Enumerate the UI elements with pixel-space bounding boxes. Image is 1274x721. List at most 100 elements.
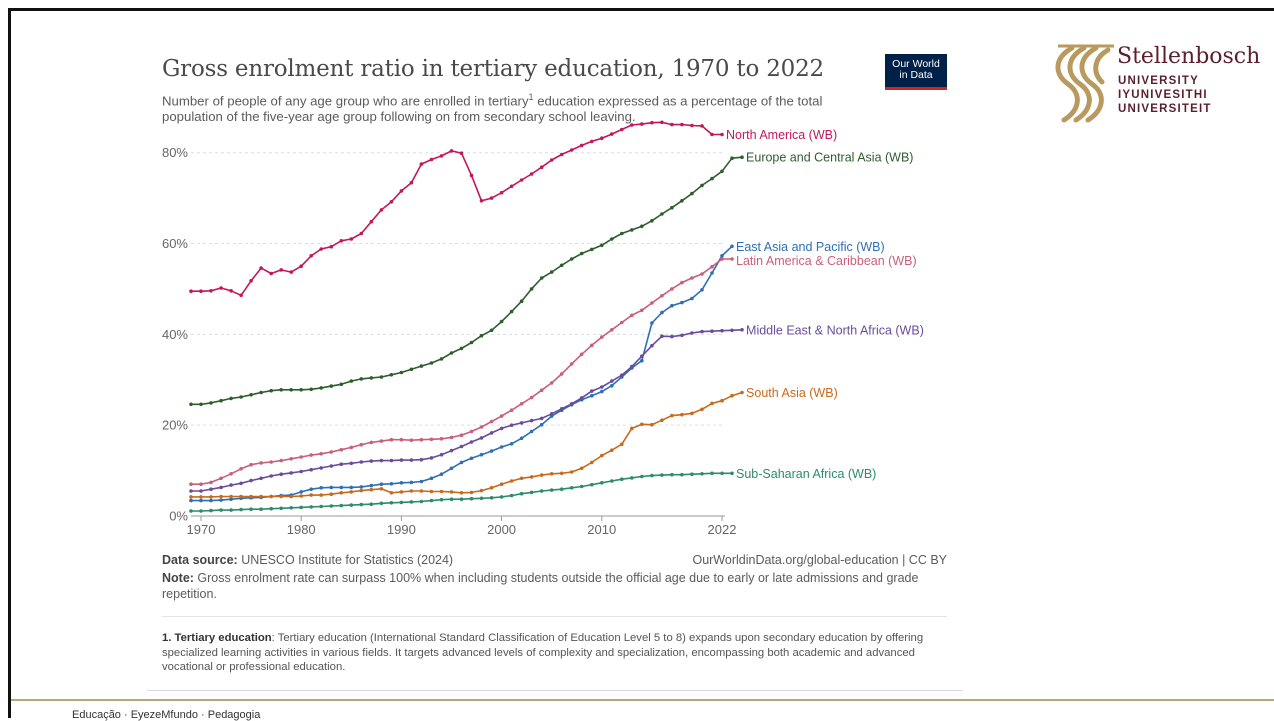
series-line [191, 329, 743, 492]
data-point [569, 257, 574, 261]
data-point [309, 254, 314, 258]
data-point [499, 414, 504, 418]
data-point [249, 393, 253, 397]
data-point [349, 461, 354, 466]
data-point [610, 132, 614, 136]
data-point [529, 287, 534, 291]
chart-note-label: Note: [162, 571, 194, 585]
data-point [439, 497, 444, 502]
data-point [610, 379, 614, 383]
data-point [660, 294, 664, 298]
data-point [569, 402, 574, 406]
data-point [650, 219, 654, 223]
data-point [419, 364, 424, 368]
data-point [199, 289, 203, 294]
data-point [209, 495, 213, 499]
data-point [519, 476, 524, 481]
data-point [519, 299, 524, 304]
data-point [650, 301, 654, 305]
data-point [579, 143, 584, 148]
subtitle-text-2: education expressed as a percentage of t… [162, 93, 823, 125]
data-point [529, 429, 534, 434]
data-point [449, 351, 454, 355]
data-point [189, 289, 193, 294]
data-point [429, 157, 434, 162]
data-point [479, 333, 484, 338]
data-point [369, 487, 374, 492]
y-tick-label: 20% [162, 418, 188, 433]
owid-logo[interactable]: Our World in Data [885, 54, 947, 90]
data-point [559, 152, 564, 157]
chart-credit-link[interactable]: OurWorldinData.org/global-education | CC… [692, 553, 947, 567]
data-point [519, 402, 524, 406]
data-point [660, 212, 664, 216]
data-point [269, 474, 274, 478]
data-point [279, 506, 284, 511]
data-point [249, 507, 253, 512]
data-point [419, 489, 424, 493]
data-point [529, 475, 534, 479]
data-point [289, 494, 294, 499]
data-source-text: UNESCO Institute for Statistics (2024) [237, 553, 454, 567]
data-point [269, 388, 274, 393]
data-point [439, 452, 444, 457]
data-point [630, 476, 634, 480]
data-point [439, 489, 444, 494]
data-point [680, 412, 684, 417]
data-point [539, 276, 544, 280]
data-point [339, 491, 344, 495]
data-point [199, 498, 203, 503]
data-point [700, 272, 704, 276]
data-point [319, 247, 324, 251]
data-point [429, 361, 434, 365]
line-chart: 0% 20% 40% 60% 80% 1970 1980 1990 2000 2010 2022 N… [162, 120, 924, 537]
data-point [409, 180, 414, 185]
data-point [680, 199, 684, 203]
data-point [680, 333, 684, 338]
data-point [429, 437, 434, 442]
data-point [409, 367, 414, 372]
footer-text: Educação · EyezeMfundo · Pedagogia [72, 709, 261, 721]
data-point [219, 398, 223, 403]
data-point [329, 384, 334, 388]
data-point [449, 435, 454, 440]
data-point [680, 280, 684, 285]
series-label: Sub-Saharan Africa (WB) [736, 467, 876, 481]
data-point [299, 469, 304, 474]
data-point [459, 433, 464, 438]
data-point [399, 481, 404, 485]
data-point [630, 313, 634, 318]
data-point [379, 482, 384, 487]
data-point [519, 178, 524, 182]
divider [162, 616, 947, 617]
data-point [489, 196, 494, 200]
y-tick-label: 80% [162, 145, 188, 160]
data-point [730, 328, 734, 333]
data-point [519, 436, 524, 441]
data-point [259, 494, 263, 499]
data-point [690, 123, 694, 128]
data-point [289, 270, 294, 274]
data-point [269, 271, 274, 276]
data-point [429, 498, 434, 503]
data-point [479, 425, 484, 429]
data-point [399, 370, 404, 375]
data-point [610, 479, 614, 483]
data-point [229, 483, 233, 487]
university-name: Stellenbosch [1117, 44, 1261, 69]
data-point [199, 495, 203, 499]
data-point [479, 436, 484, 440]
data-point [329, 450, 334, 454]
data-point [309, 467, 314, 472]
data-point [249, 494, 253, 499]
data-point [409, 458, 414, 462]
data-point [389, 458, 394, 463]
y-tick-label: 40% [162, 327, 188, 342]
data-point [559, 407, 564, 411]
data-point [319, 452, 324, 456]
data-point [269, 494, 274, 499]
data-point [359, 485, 364, 489]
data-point [600, 389, 604, 394]
data-point [509, 184, 514, 189]
data-point [319, 504, 324, 509]
